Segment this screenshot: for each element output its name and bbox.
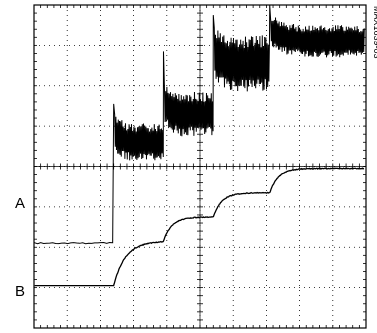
trace-b-line (34, 167, 365, 287)
trace-label-b: B (15, 283, 25, 300)
traces (34, 4, 365, 287)
trace-label-a: A (15, 195, 25, 212)
trace-a-line (34, 4, 365, 245)
figure-id: MAX1639-03 (372, 6, 377, 59)
